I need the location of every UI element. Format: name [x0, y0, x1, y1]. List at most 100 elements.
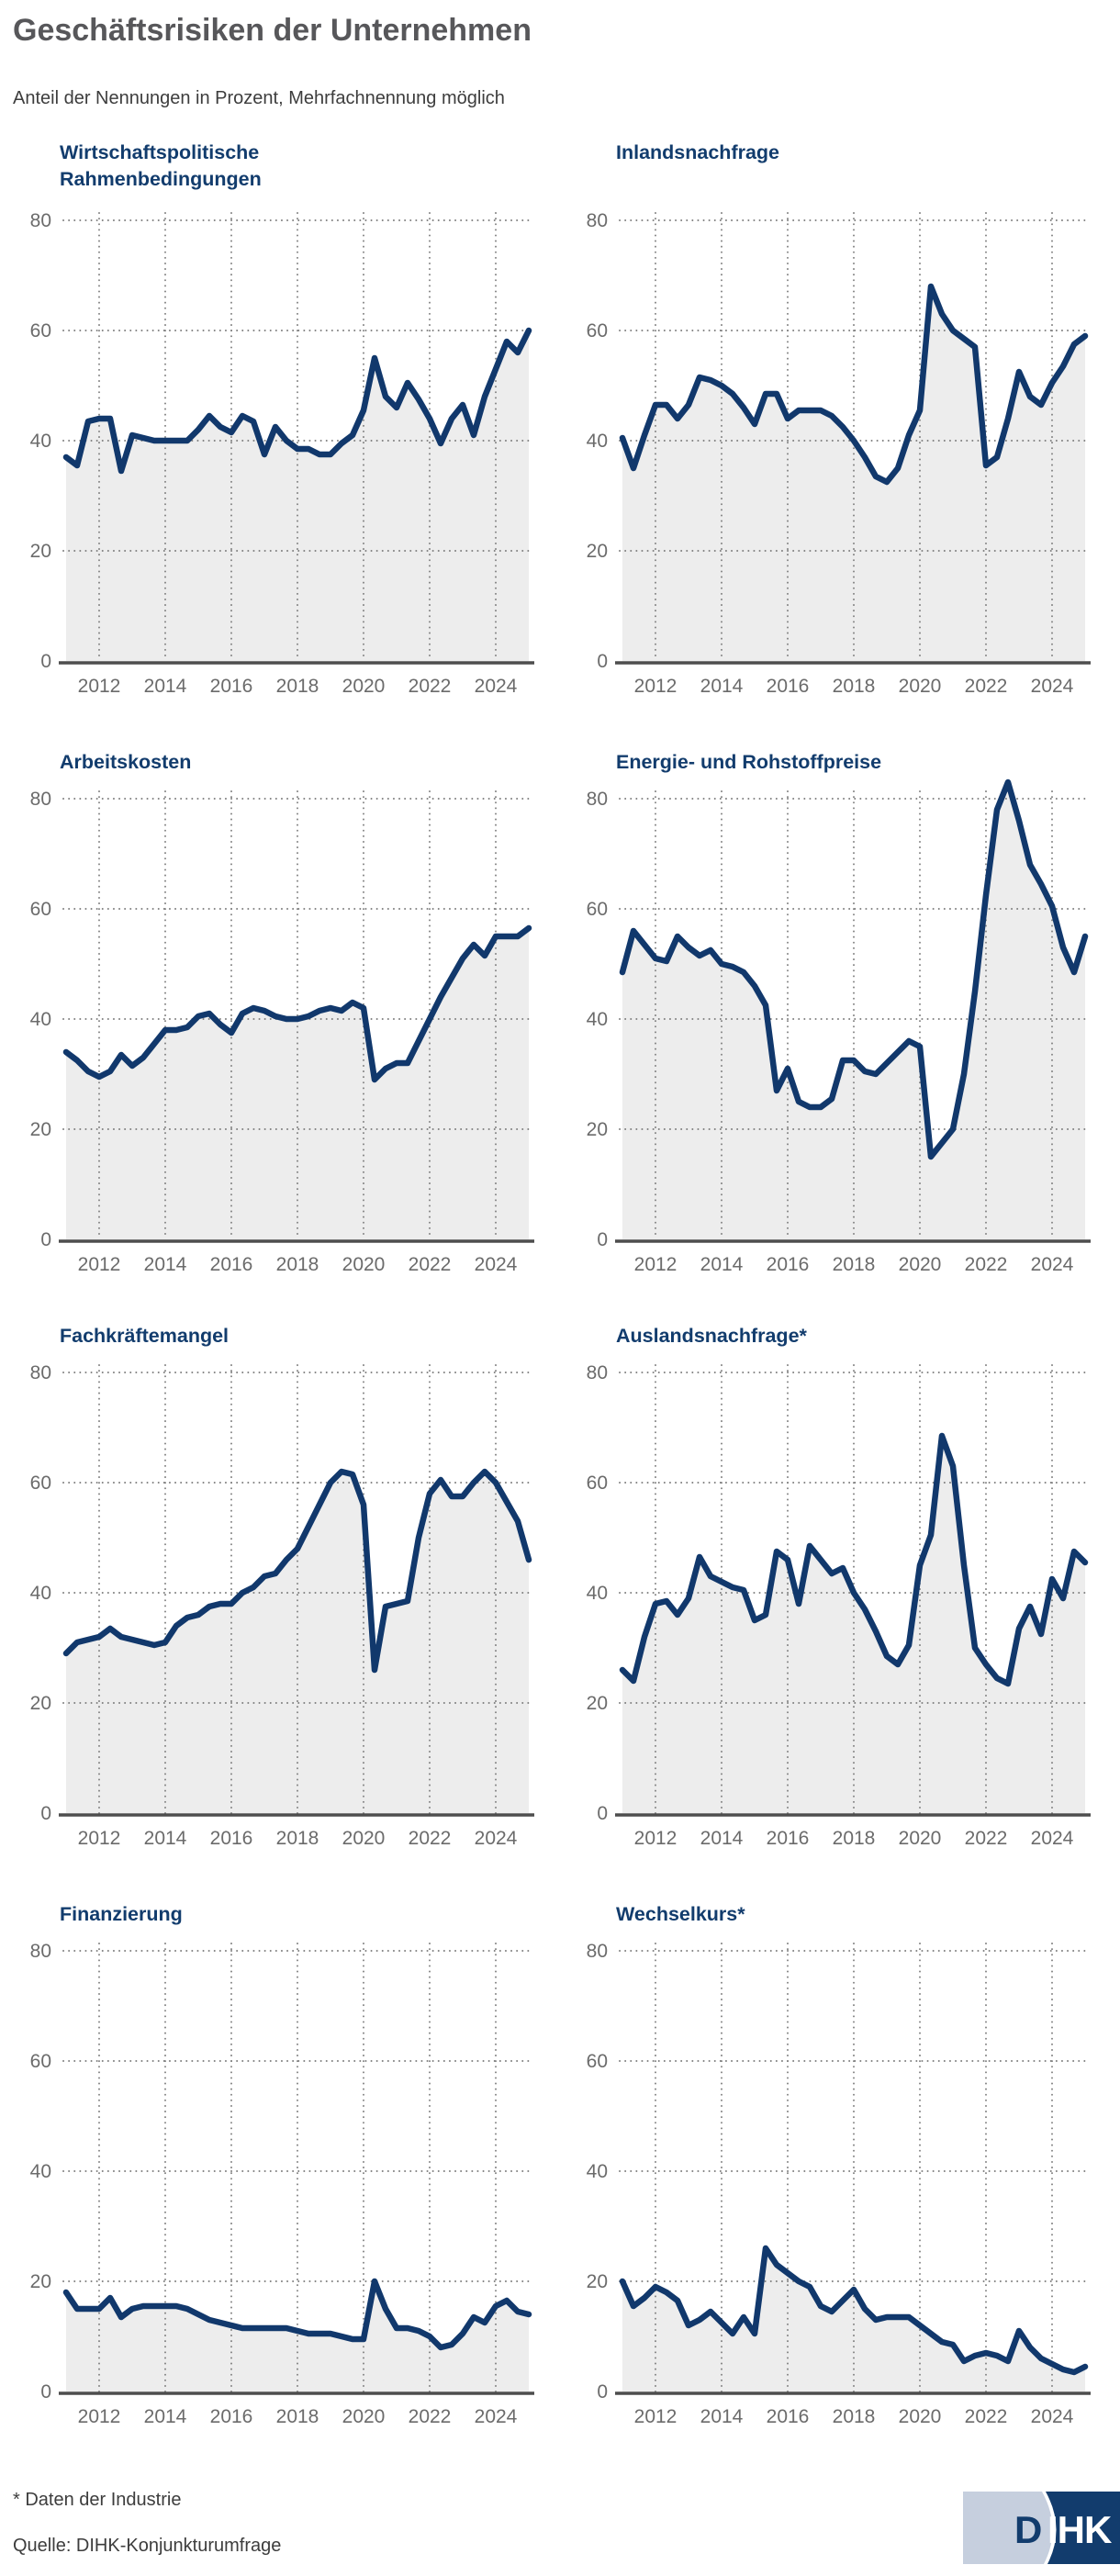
x-tick-label: 2018 — [833, 676, 876, 697]
area-fill — [66, 330, 529, 661]
y-tick-label: 40 — [587, 1009, 608, 1030]
source-line: Quelle: DIHK-Konjunkturumfrage — [13, 2536, 282, 2556]
data-line — [62, 327, 532, 475]
y-tick-label: 0 — [597, 651, 608, 672]
y-tick-label: 80 — [587, 789, 608, 810]
arbeitskosten-chart-svg: 2012 2014 2016 2018 2020 2022 2024 0 20 40 60 80 — [30, 789, 534, 1275]
y-tick-label: 20 — [30, 1119, 51, 1140]
y-tick-label: 20 — [30, 541, 51, 562]
x-tick-label: 2012 — [78, 676, 121, 697]
y-tick-label: 0 — [40, 1229, 51, 1250]
x-tick-label: 2018 — [276, 1254, 319, 1275]
y-tick-label: 40 — [30, 1583, 51, 1604]
chart-wirtschaftspolitische-rahmenbedingungen: Wirtschaftspolitische Rahmenbedingungen 2… — [9, 138, 546, 711]
footnote-industrie: * Daten der Industrie — [13, 2490, 182, 2510]
logo-letter-d: D — [1014, 2508, 1042, 2551]
x-tick-label: 2024 — [1031, 2406, 1074, 2427]
y-tick-label: 0 — [40, 651, 51, 672]
chart-title-line: Finanzierung — [60, 1903, 183, 1925]
x-tick-label: 2020 — [342, 1254, 386, 1275]
y-tick-label: 0 — [597, 2381, 608, 2402]
x-tick-label: 2024 — [475, 676, 518, 697]
wechselkurs-chart-svg: 2012 2014 2016 2018 2020 2022 2024 0 20 40 60 80 — [587, 1941, 1091, 2427]
y-tick-label: 60 — [587, 2051, 608, 2072]
chart-fachkraeftemangel: Fachkräftemangel 2012 2014 2016 2018 2020 202… — [9, 1290, 546, 1864]
y-tick-label: 40 — [587, 1583, 608, 1604]
chart-title-line: Rahmenbedingungen — [60, 168, 262, 190]
x-tick-label: 2016 — [767, 1254, 810, 1275]
x-tick-label: 2024 — [475, 1828, 518, 1849]
x-tick-label: 2018 — [276, 2406, 319, 2427]
data-line — [62, 1468, 532, 1674]
chart-title-line: Auslandsnachfrage* — [616, 1325, 807, 1347]
area-fill — [622, 1436, 1085, 1813]
y-tick-label: 60 — [587, 899, 608, 920]
x-tick-label: 2014 — [144, 676, 187, 697]
x-tick-label: 2022 — [409, 676, 452, 697]
chart-title-line: Wirtschaftspolitische — [60, 141, 260, 163]
chart-title: Inlandsnachfrage — [616, 140, 779, 166]
x-tick-label: 2012 — [634, 2406, 678, 2427]
data-line — [619, 283, 1089, 486]
logo-letters-ihk: IHK — [1047, 2508, 1112, 2551]
x-tick-label: 2012 — [78, 1254, 121, 1275]
x-tick-label: 2018 — [276, 676, 319, 697]
y-tick-label: 80 — [30, 210, 51, 231]
x-tick-label: 2016 — [210, 1254, 253, 1275]
y-tick-label: 20 — [587, 541, 608, 562]
y-tick-label: 60 — [30, 899, 51, 920]
logo-white-swoosh — [1042, 2492, 1057, 2564]
y-tick-label: 0 — [40, 1803, 51, 1824]
x-tick-label: 2024 — [475, 1254, 518, 1275]
x-tick-label: 2018 — [833, 1828, 876, 1849]
y-tick-label: 20 — [587, 1119, 608, 1140]
dihk-logo: D IHK — [963, 2492, 1120, 2564]
y-tick-label: 40 — [587, 2161, 608, 2182]
x-tick-label: 2016 — [210, 2406, 253, 2427]
page-subtitle: Anteil der Nennungen in Prozent, Mehrfac… — [13, 88, 505, 108]
y-tick-label: 60 — [30, 320, 51, 342]
x-tick-label: 2014 — [700, 1254, 744, 1275]
inlandsnachfrage-chart-svg: 2012 2014 2016 2018 2020 2022 2024 0 20 40 60 80 — [587, 210, 1091, 697]
chart-title: Wechselkurs* — [616, 1901, 745, 1928]
x-tick-label: 2012 — [78, 1828, 121, 1849]
chart-wechselkurs: Wechselkurs* 2012 2014 2016 2018 2020 2022 202… — [566, 1868, 1103, 2442]
logo-navy-panel — [1046, 2492, 1120, 2564]
x-tick-label: 2016 — [767, 1828, 810, 1849]
x-tick-label: 2022 — [409, 1254, 452, 1275]
y-tick-label: 40 — [587, 431, 608, 452]
y-tick-label: 0 — [597, 1803, 608, 1824]
y-tick-label: 80 — [30, 789, 51, 810]
y-tick-label: 60 — [30, 1473, 51, 1494]
x-tick-label: 2020 — [342, 676, 386, 697]
x-tick-label: 2022 — [965, 2406, 1008, 2427]
area-fill — [622, 2248, 1085, 2391]
x-tick-label: 2014 — [144, 1254, 187, 1275]
x-tick-label: 2020 — [899, 676, 942, 697]
data-line — [619, 778, 1089, 1160]
x-tick-label: 2022 — [965, 1254, 1008, 1275]
chart-inlandsnachfrage: Inlandsnachfrage 2012 2014 2016 2018 2020 202… — [566, 138, 1103, 711]
area-fill — [66, 1472, 529, 1813]
chart-auslandsnachfrage: Auslandsnachfrage* 2012 2014 2016 2018 2020 2… — [566, 1290, 1103, 1864]
data-line — [619, 2245, 1089, 2376]
y-tick-label: 60 — [30, 2051, 51, 2072]
y-tick-label: 80 — [30, 1941, 51, 1962]
x-tick-label: 2018 — [276, 1828, 319, 1849]
y-tick-label: 20 — [587, 1693, 608, 1714]
y-tick-label: 40 — [30, 2161, 51, 2182]
finanzierung-chart-svg: 2012 2014 2016 2018 2020 2022 2024 0 20 40 60 80 — [30, 1941, 534, 2427]
x-tick-label: 2012 — [634, 1254, 678, 1275]
wirtschaftspolitische-rahmenbedingungen-chart-svg: 2012 2014 2016 2018 2020 2022 2024 0 20 40 60 80 — [30, 210, 534, 697]
x-tick-label: 2020 — [342, 1828, 386, 1849]
x-tick-label: 2024 — [475, 2406, 518, 2427]
chart-title: Finanzierung — [60, 1901, 183, 1928]
chart-title: Wirtschaftspolitische Rahmenbedingungen — [60, 140, 262, 193]
auslandsnachfrage-chart-svg: 2012 2014 2016 2018 2020 2022 2024 0 20 40 60 80 — [587, 1362, 1091, 1849]
x-tick-label: 2014 — [700, 2406, 744, 2427]
data-line — [62, 2278, 532, 2351]
x-tick-label: 2020 — [899, 1828, 942, 1849]
y-tick-label: 0 — [597, 1229, 608, 1250]
x-tick-label: 2018 — [833, 1254, 876, 1275]
